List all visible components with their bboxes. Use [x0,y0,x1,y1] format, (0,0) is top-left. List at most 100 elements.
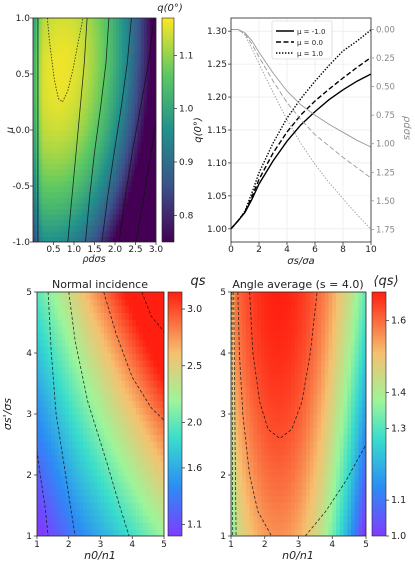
heat-cell [294,400,300,408]
heat-cell [112,79,117,86]
heat-cell [39,18,43,25]
heat-cell [72,158,77,165]
heat-cell [54,135,59,142]
heat-cell [54,202,59,209]
heat-cell [143,169,148,176]
heat-cell [146,420,151,429]
heat-cell [306,386,311,395]
heat-cell [231,380,236,388]
heat-cell [44,393,49,402]
heat-cell [231,434,236,442]
heat-cell [276,508,281,517]
heat-cell [347,312,352,320]
heat-cell [88,79,93,86]
heat-cell [153,488,158,496]
heat-cell [121,488,126,496]
heat-cell [72,447,77,456]
heat-cell [103,141,108,148]
heat-cell [93,373,98,381]
heat-cell [40,522,45,530]
heat-cell [234,359,240,368]
heat-cell [128,298,133,307]
heat-cell [89,319,95,327]
heat-cell [57,23,62,30]
heat-cell [152,197,156,204]
heat-cell [324,373,330,381]
heat-cell [238,434,243,442]
heat-cell [66,152,71,159]
heat-cell [294,393,300,402]
heat-cell [146,427,151,435]
heat-cell [97,85,102,92]
heat-cell [121,427,126,435]
heat-cell [321,495,326,503]
heat-cell [116,90,120,97]
heat-cell [63,23,68,30]
heat-cell [39,152,43,159]
heat-cell [122,158,126,165]
heat-cell [128,236,132,242]
heat-cell [336,373,341,381]
heat-cell [143,29,148,36]
heat-cell [88,85,93,92]
heat-cell [96,420,102,429]
heat-cell [354,373,360,381]
heat-cell [93,298,98,307]
heat-cell [146,174,151,181]
x-ticks-a: 0.5 1.0 1.5 2.0 2.5 3.0 [46,242,163,255]
heat-cell [91,85,96,92]
heat-cell [42,85,46,92]
heat-cell [149,208,154,215]
x-tick-label: 2.5 [128,245,142,255]
heat-cell [137,225,142,232]
heat-cell [146,441,151,449]
heat-cell [324,353,330,361]
heat-cell [119,18,123,25]
heat-cell [160,461,164,469]
heat-cell [100,447,105,456]
heat-cell [57,219,62,226]
heat-cell [128,130,132,137]
heat-cell [313,488,318,496]
heat-cell [238,305,243,313]
x-tick-label: 3 [296,540,302,550]
heat-cell [246,515,251,524]
heat-cell [122,29,126,36]
heat-cell [339,400,345,408]
heat-cell [321,420,326,429]
heat-cell [69,90,74,97]
heat-cell [75,359,80,368]
heat-cell [93,325,98,334]
heat-cell [160,380,164,388]
heat-cell [40,481,45,490]
heat-cell [48,208,53,215]
heat-cell [238,515,243,524]
contour-line [67,18,88,242]
heat-cell [276,414,281,422]
heat-cell [89,393,95,402]
heat-cell [146,468,151,476]
heat-cell [100,18,105,25]
heat-cell [234,441,240,449]
heat-cell [231,508,236,517]
heat-cell [283,366,288,374]
heat-cell [65,522,70,530]
heat-cell [125,522,130,530]
heat-cell [362,447,366,456]
heat-cell [100,219,105,226]
heat-cell [40,366,45,374]
heat-cell [146,522,151,530]
heat-cell [257,508,262,517]
heat-cell [146,225,151,232]
heat-cell [302,332,307,341]
heat-cell [231,325,236,334]
heat-cell [339,393,345,402]
heat-cell [107,305,112,313]
heat-cell [37,325,42,334]
heat-cell [146,353,151,361]
heat-cell [142,447,147,456]
heat-cell [76,146,80,153]
heat-cell [91,180,96,187]
heat-cell [118,393,123,402]
heat-cell [37,502,42,510]
